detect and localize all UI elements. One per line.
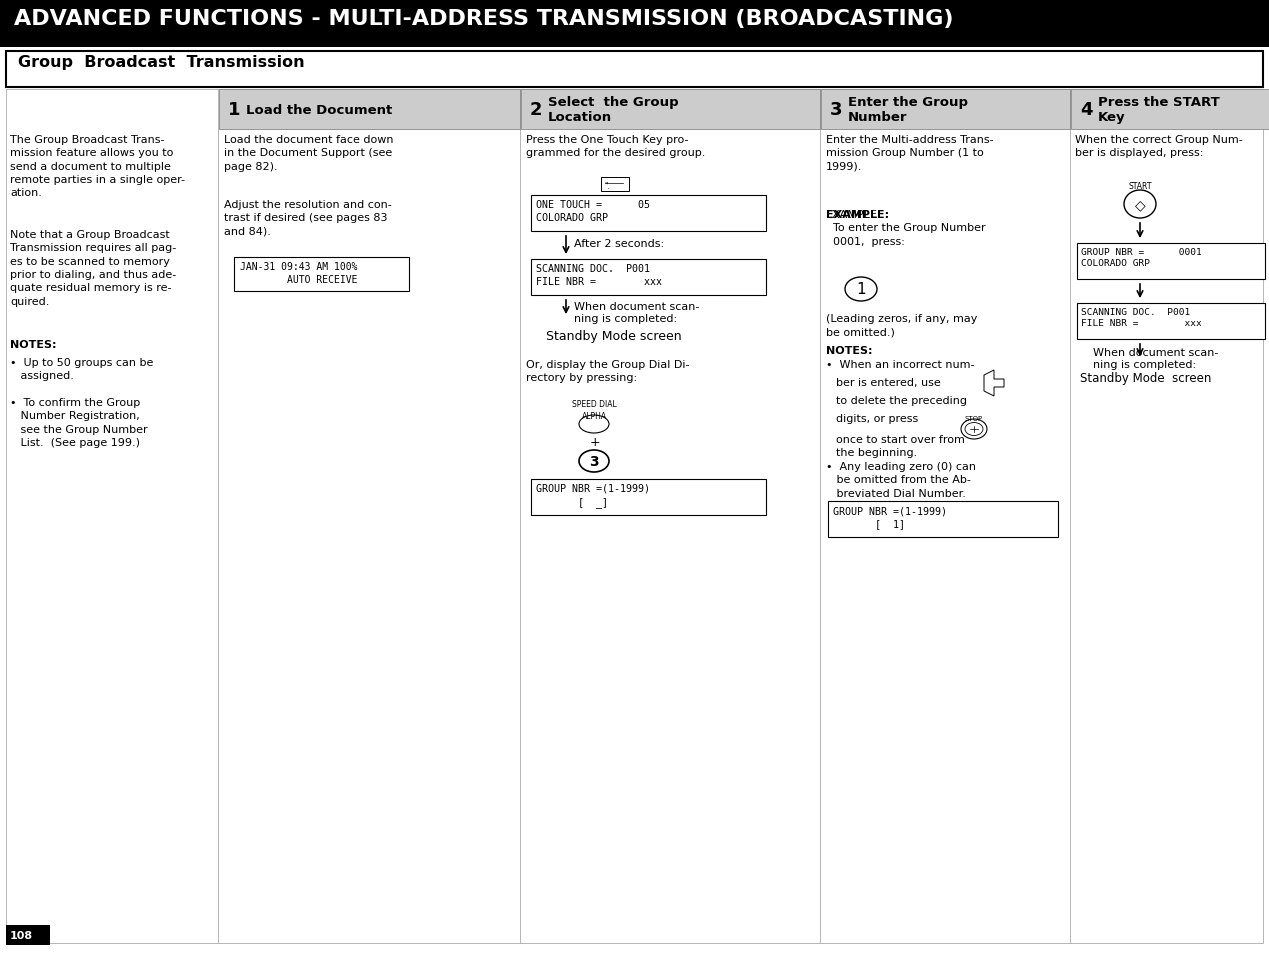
Text: Group  Broadcast  Transmission: Group Broadcast Transmission: [18, 55, 305, 70]
Text: 108: 108: [10, 930, 33, 940]
Bar: [827, 501, 1058, 537]
Ellipse shape: [961, 419, 987, 439]
Text: (Leading zeros, if any, may
be omitted.): (Leading zeros, if any, may be omitted.): [826, 314, 977, 337]
Text: +: +: [590, 436, 600, 449]
Ellipse shape: [845, 277, 877, 302]
Bar: [821, 90, 1070, 130]
Text: After 2 seconds:: After 2 seconds:: [574, 239, 664, 249]
Bar: [1077, 304, 1265, 339]
Bar: [6, 90, 1263, 943]
Text: 3: 3: [830, 101, 843, 119]
Text: STOP: STOP: [964, 416, 983, 421]
Text: ADVANCED FUNCTIONS - MULTI-ADDRESS TRANSMISSION (BROADCASTING): ADVANCED FUNCTIONS - MULTI-ADDRESS TRANS…: [14, 9, 953, 29]
Text: digits, or press: digits, or press: [836, 414, 919, 423]
Text: Press the One Touch Key pro-
grammed for the desired group.: Press the One Touch Key pro- grammed for…: [525, 135, 706, 158]
Text: SCANNING DOC.  P001
FILE NBR =        xxx: SCANNING DOC. P001 FILE NBR = xxx: [536, 264, 662, 287]
Text: EXAMPLE:
  To enter the Group Number
  0001,  press:: EXAMPLE: To enter the Group Number 0001,…: [826, 210, 986, 247]
Bar: [6, 925, 49, 945]
Text: Load the Document: Load the Document: [246, 103, 392, 116]
Ellipse shape: [1124, 191, 1156, 219]
Text: ◇: ◇: [1134, 198, 1146, 212]
Bar: [530, 260, 766, 295]
Text: NOTES:: NOTES:: [10, 339, 57, 350]
Text: The Group Broadcast Trans-
mission feature allows you to
send a document to mult: The Group Broadcast Trans- mission featu…: [10, 135, 185, 198]
Bar: [1071, 90, 1269, 130]
Bar: [530, 479, 766, 516]
Text: SCANNING DOC.  P001
FILE NBR =        xxx: SCANNING DOC. P001 FILE NBR = xxx: [1081, 308, 1202, 328]
Ellipse shape: [579, 416, 609, 434]
Text: When document scan-
ning is completed:: When document scan- ning is completed:: [1093, 348, 1218, 370]
Text: •  When an incorrect num-: • When an incorrect num-: [826, 359, 975, 370]
Bar: [522, 90, 820, 130]
Text: 1: 1: [857, 282, 865, 297]
Text: EXAMPLE:: EXAMPLE:: [826, 210, 890, 220]
Text: JAN-31 09:43 AM 100%
        AUTO RECEIVE: JAN-31 09:43 AM 100% AUTO RECEIVE: [240, 262, 358, 285]
Text: •  Any leading zero (0) can
   be omitted from the Ab-
   breviated Dial Number.: • Any leading zero (0) can be omitted fr…: [826, 461, 976, 498]
Bar: [0, 0, 1269, 48]
Text: GROUP NBR =(1-1999)
       [  1]: GROUP NBR =(1-1999) [ 1]: [832, 505, 947, 528]
Text: ONE TOUCH =      05
COLORADO GRP: ONE TOUCH = 05 COLORADO GRP: [536, 200, 650, 223]
Text: Press the START
Key: Press the START Key: [1098, 96, 1220, 124]
Text: Enter the Multi-address Trans-
mission Group Number (1 to
1999).: Enter the Multi-address Trans- mission G…: [826, 135, 994, 172]
Bar: [220, 90, 520, 130]
Text: Or, display the Group Dial Di-
rectory by pressing:: Or, display the Group Dial Di- rectory b…: [525, 359, 689, 383]
Text: to delete the preceding: to delete the preceding: [836, 395, 967, 406]
Text: 2: 2: [530, 101, 543, 119]
Text: Enter the Group
Number: Enter the Group Number: [848, 96, 968, 124]
Text: When document scan-
ning is completed:: When document scan- ning is completed:: [574, 302, 699, 324]
Text: 3: 3: [589, 455, 599, 469]
Text: Note that a Group Broadcast
Transmission requires all pag-
es to be scanned to m: Note that a Group Broadcast Transmission…: [10, 230, 176, 307]
Text: 4: 4: [1080, 101, 1093, 119]
Text: Load the document face down
in the Document Support (see
page 82).: Load the document face down in the Docum…: [225, 135, 393, 172]
Text: START: START: [1128, 182, 1152, 191]
Text: NOTES:: NOTES:: [826, 346, 873, 355]
Text: When the correct Group Num-
ber is displayed, press:: When the correct Group Num- ber is displ…: [1075, 135, 1242, 158]
Bar: [530, 195, 766, 232]
Ellipse shape: [579, 451, 609, 473]
Bar: [602, 178, 629, 192]
Text: once to start over from
the beginning.: once to start over from the beginning.: [836, 435, 964, 457]
Text: ".: ".: [604, 182, 610, 191]
Text: GROUP NBR =      0001
COLORADO GRP: GROUP NBR = 0001 COLORADO GRP: [1081, 248, 1202, 268]
Text: ALPHA: ALPHA: [581, 412, 607, 420]
Text: GROUP NBR =(1-1999)
       [  _]: GROUP NBR =(1-1999) [ _]: [536, 483, 650, 507]
Text: ber is entered, use: ber is entered, use: [836, 377, 940, 388]
Text: Standby Mode screen: Standby Mode screen: [546, 330, 681, 343]
Text: SPEED DIAL: SPEED DIAL: [571, 399, 617, 409]
Bar: [1077, 244, 1265, 280]
Ellipse shape: [964, 423, 983, 436]
Bar: [233, 257, 409, 292]
Text: 1: 1: [228, 101, 241, 119]
Text: Adjust the resolution and con-
trast if desired (see pages 83
and 84).: Adjust the resolution and con- trast if …: [225, 200, 392, 236]
Text: Standby Mode  screen: Standby Mode screen: [1080, 372, 1212, 385]
Text: Select  the Group
Location: Select the Group Location: [548, 96, 679, 124]
Bar: [6, 52, 1263, 88]
Polygon shape: [983, 371, 1004, 396]
Text: •  Up to 50 groups can be
   assigned.

•  To confirm the Group
   Number Regist: • Up to 50 groups can be assigned. • To …: [10, 357, 154, 448]
